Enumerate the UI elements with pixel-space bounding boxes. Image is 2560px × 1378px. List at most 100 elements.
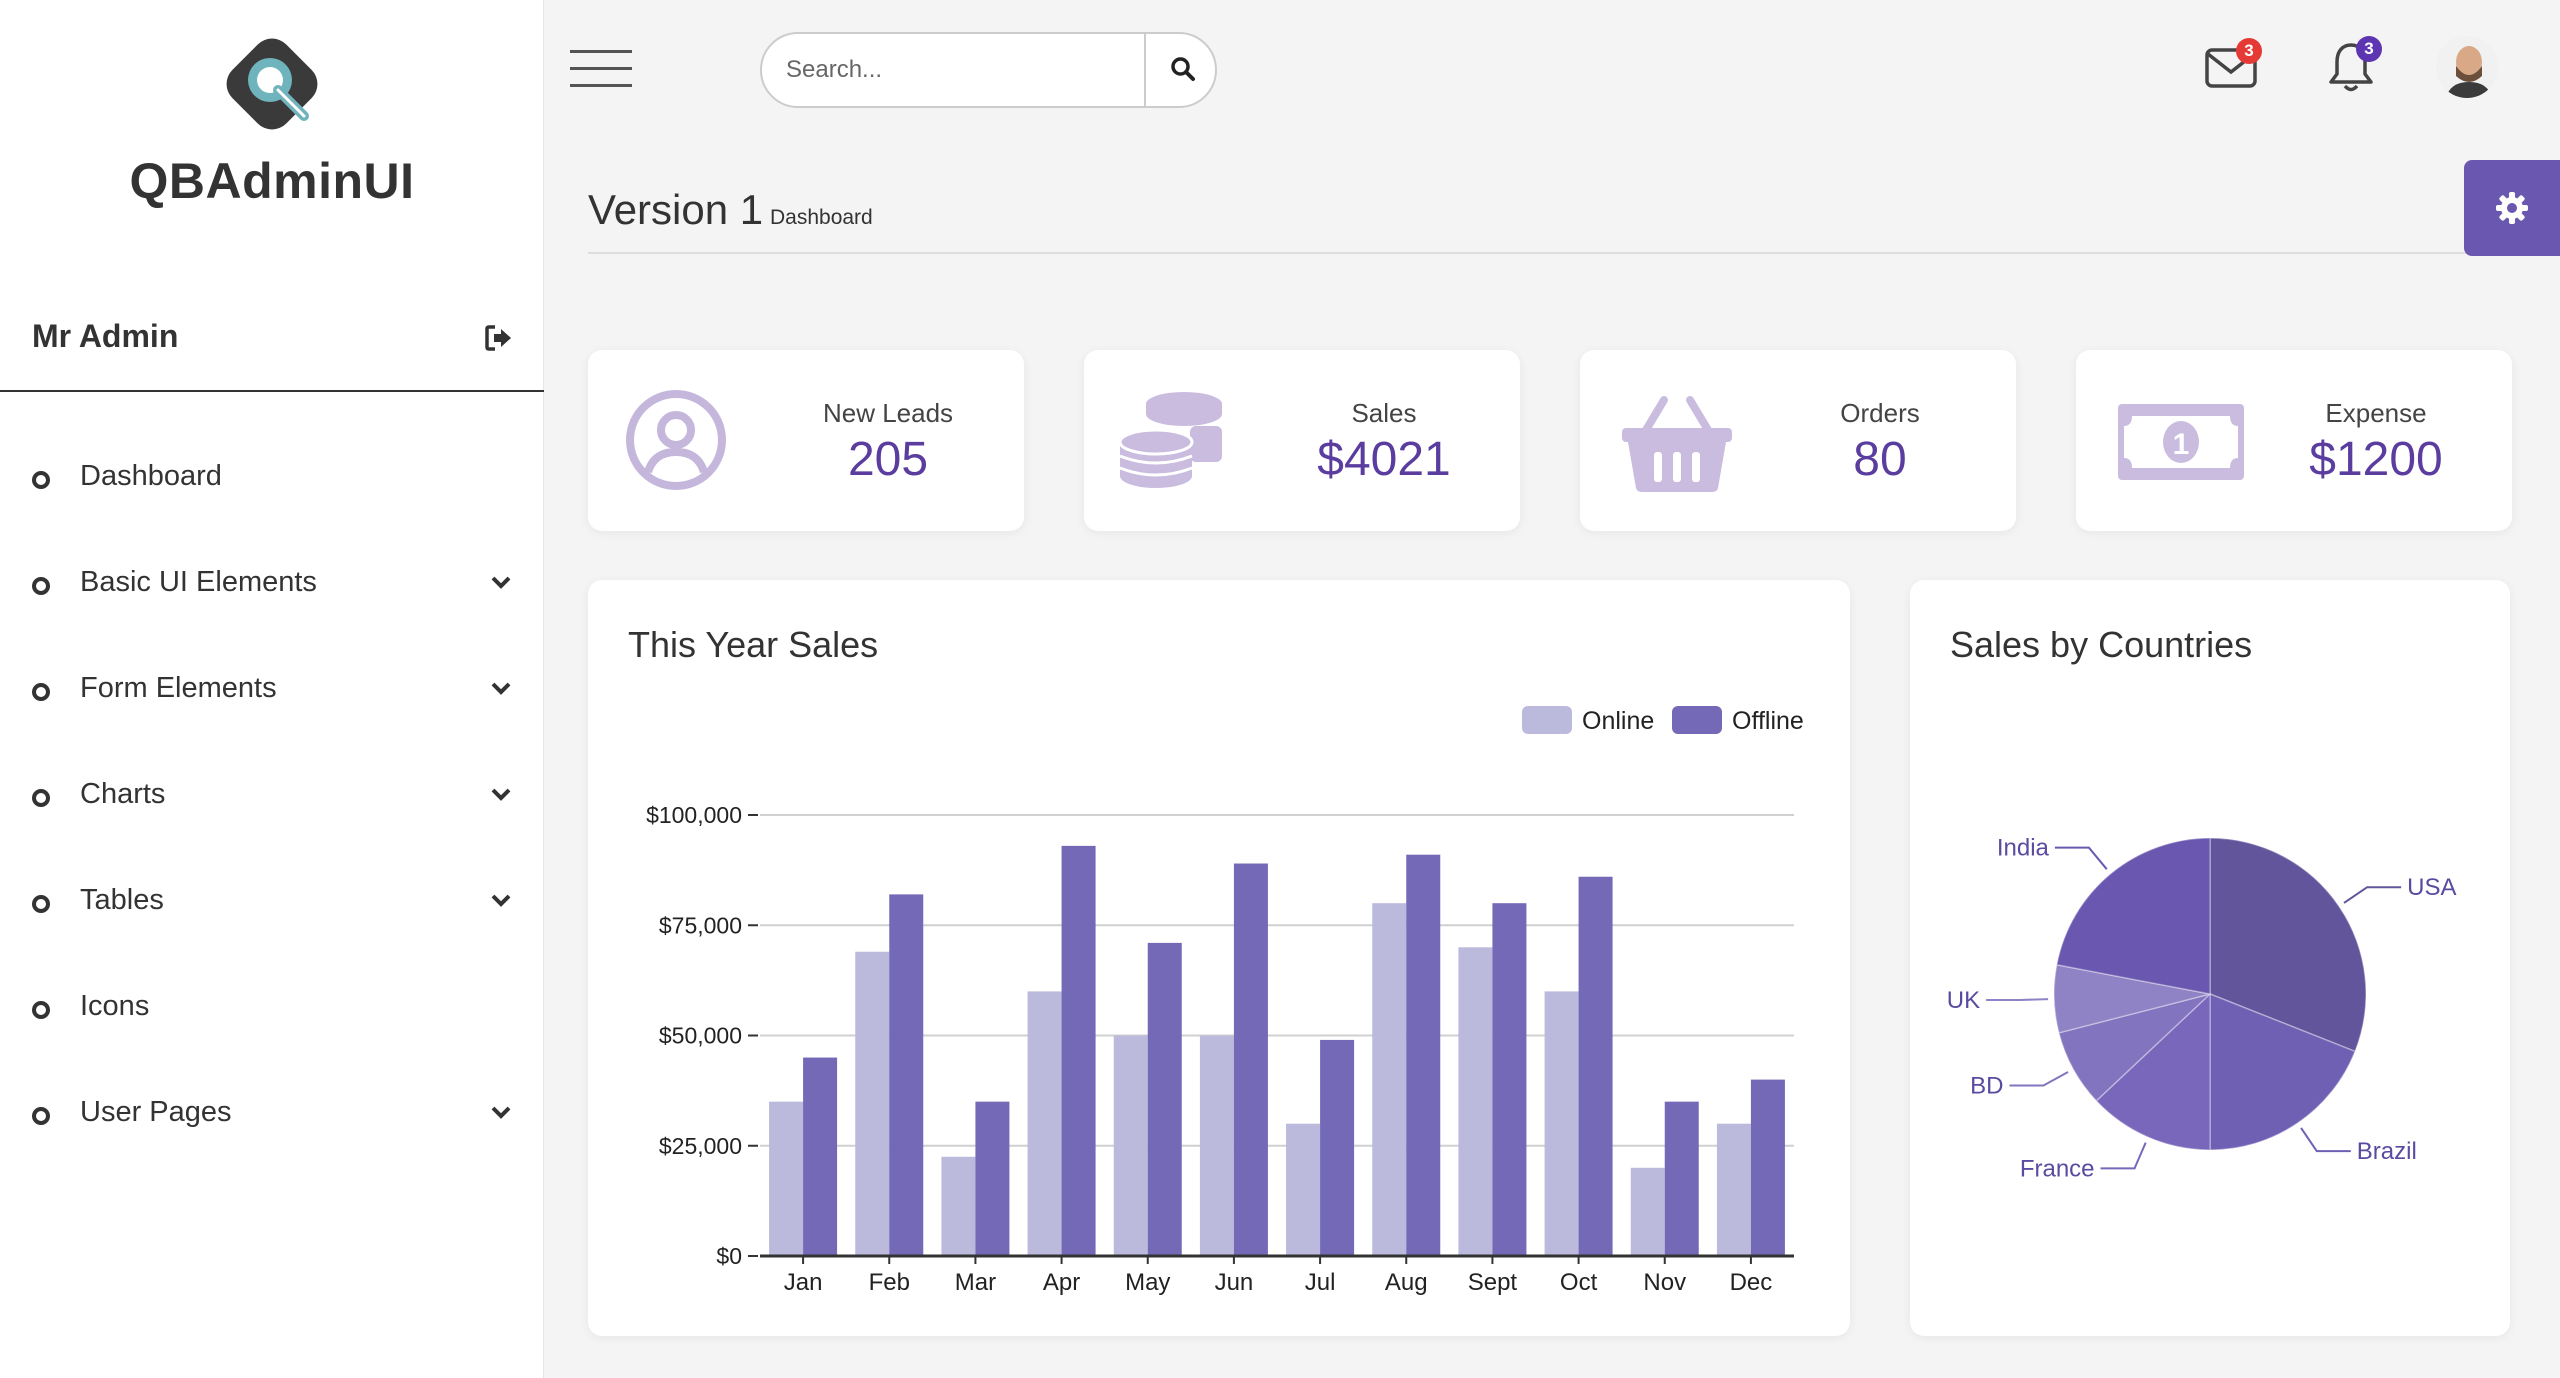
bar-online[interactable] [1199, 1035, 1234, 1257]
x-tick-label: Mar [955, 1269, 996, 1296]
sidebar-item-charts[interactable]: Charts [0, 740, 544, 846]
circle-bullet-icon [32, 1001, 50, 1019]
sidebar-item-icons[interactable]: Icons [0, 952, 544, 1058]
search-box [760, 32, 1217, 108]
logo-icon [226, 38, 318, 130]
mail-button[interactable]: 3 [2204, 38, 2262, 92]
x-tick-label: May [1125, 1269, 1170, 1296]
pie-label: Brazil [2357, 1138, 2417, 1165]
bar-online[interactable] [1027, 991, 1062, 1256]
bar-online[interactable] [1458, 947, 1493, 1256]
bar-offline[interactable] [1233, 863, 1268, 1256]
pie-label: USA [2407, 874, 2456, 901]
circle-bullet-icon [32, 895, 50, 913]
bar-offline[interactable] [803, 1057, 838, 1256]
legend-swatch [1672, 706, 1722, 734]
stat-card-new-leads: New Leads 205 [588, 350, 1024, 531]
bar-offline[interactable] [1664, 1101, 1699, 1256]
bar-offline[interactable] [1320, 1039, 1355, 1256]
search-button[interactable] [1144, 34, 1215, 106]
pie-slice-bd[interactable] [2057, 993, 2211, 1102]
bar-offline[interactable] [975, 1101, 1010, 1256]
stat-value: 205 [847, 433, 929, 486]
bar-offline[interactable] [1147, 942, 1182, 1256]
bar-offline[interactable] [1750, 1079, 1785, 1256]
search-input[interactable] [786, 48, 1156, 92]
legend-swatch [1522, 706, 1572, 734]
sidebar-item-dashboard[interactable]: Dashboard [0, 422, 544, 528]
pie-slice-india[interactable] [2055, 837, 2211, 995]
page-subtitle: Dashboard [770, 206, 873, 229]
pie-slice-france[interactable] [2095, 992, 2211, 1151]
bar-online[interactable] [1630, 1167, 1665, 1256]
bar-online[interactable] [1544, 991, 1579, 1256]
y-tick-label: $25,000 [659, 1133, 742, 1159]
x-tick-label: Jul [1305, 1269, 1336, 1296]
sidebar-item-form-elements[interactable]: Form Elements [0, 634, 544, 740]
x-tick-label: Oct [1560, 1269, 1598, 1296]
x-tick-label: Aug [1385, 1269, 1428, 1296]
circle-bullet-icon [32, 471, 50, 489]
circle-bullet-icon [32, 683, 50, 701]
mail-count-badge: 3 [2236, 38, 2262, 64]
bar-online[interactable] [855, 951, 890, 1256]
notification-count-badge: 3 [2356, 36, 2382, 62]
sidebar-item-label: Tables [80, 884, 164, 916]
pie-leader-line [2100, 1142, 2147, 1170]
chevron-down-icon [491, 576, 511, 589]
bar-online[interactable] [1716, 1123, 1751, 1256]
money-bill-icon: 1 [2118, 404, 2244, 480]
pie-leader-line [2300, 1127, 2351, 1153]
pie-leader-line [2054, 846, 2108, 870]
basket-icon [1622, 396, 1732, 492]
x-tick-label: Feb [869, 1269, 910, 1296]
pie-label: France [2020, 1155, 2095, 1182]
hamburger-line [570, 67, 632, 70]
svg-text:1: 1 [2173, 428, 2190, 461]
pie-label: UK [1947, 987, 1980, 1014]
pie-slice-uk[interactable] [2053, 963, 2211, 1034]
bar-chart: $0 $25,000 $50,000 $75,000 $100,000 Jan Feb Mar… [646, 706, 1804, 1296]
pie-label: BD [1970, 1073, 2003, 1100]
menu-toggle-button[interactable] [570, 50, 632, 88]
bar-online[interactable] [1372, 903, 1407, 1256]
user-panel: Mr Admin [0, 300, 544, 392]
y-tick-label: $75,000 [659, 912, 742, 938]
x-tick-label: Sept [1468, 1269, 1518, 1296]
pie-slice-usa[interactable] [2209, 837, 2367, 1053]
bar-online[interactable] [941, 1156, 976, 1256]
bar-offline[interactable] [1492, 903, 1527, 1256]
bar-offline[interactable] [889, 894, 924, 1256]
y-tick-label: $50,000 [659, 1023, 742, 1049]
pie-slice-brazil[interactable] [2209, 992, 2357, 1151]
sidebar-item-label: Basic UI Elements [80, 566, 317, 598]
stat-label: New Leads [822, 398, 954, 428]
search-icon [1171, 57, 1195, 81]
sidebar-item-basic-ui-elements[interactable]: Basic UI Elements [0, 528, 544, 634]
logout-icon[interactable] [484, 324, 514, 352]
sidebar-item-label: Form Elements [80, 672, 277, 704]
pie-leader-line [2343, 886, 2402, 904]
bar-offline[interactable] [1406, 854, 1441, 1256]
sidebar-item-tables[interactable]: Tables [0, 846, 544, 952]
stat-label: Sales [1351, 398, 1417, 428]
bar-online[interactable] [769, 1101, 804, 1256]
x-tick-label: Jun [1215, 1269, 1254, 1296]
sidebar-item-label: User Pages [80, 1096, 232, 1128]
bar-offline[interactable] [1061, 845, 1096, 1256]
sidebar-item-user-pages[interactable]: User Pages [0, 1058, 544, 1164]
notifications-button[interactable]: 3 [2326, 36, 2382, 98]
chevron-down-icon [491, 894, 511, 907]
user-name: Mr Admin [32, 318, 179, 354]
page-title: Version 1 [588, 186, 764, 233]
bar-online[interactable] [1113, 1035, 1148, 1257]
bar-offline[interactable] [1578, 876, 1613, 1256]
stat-value: $4021 [1317, 433, 1451, 486]
gear-icon [2496, 192, 2528, 224]
chart-title: Sales by Countries [1950, 624, 2253, 665]
settings-button[interactable] [2464, 160, 2560, 256]
avatar[interactable] [2436, 36, 2498, 98]
pie-leader-line [2009, 1071, 2069, 1087]
bar-online[interactable] [1286, 1123, 1321, 1256]
legend-label: Offline [1732, 707, 1804, 735]
